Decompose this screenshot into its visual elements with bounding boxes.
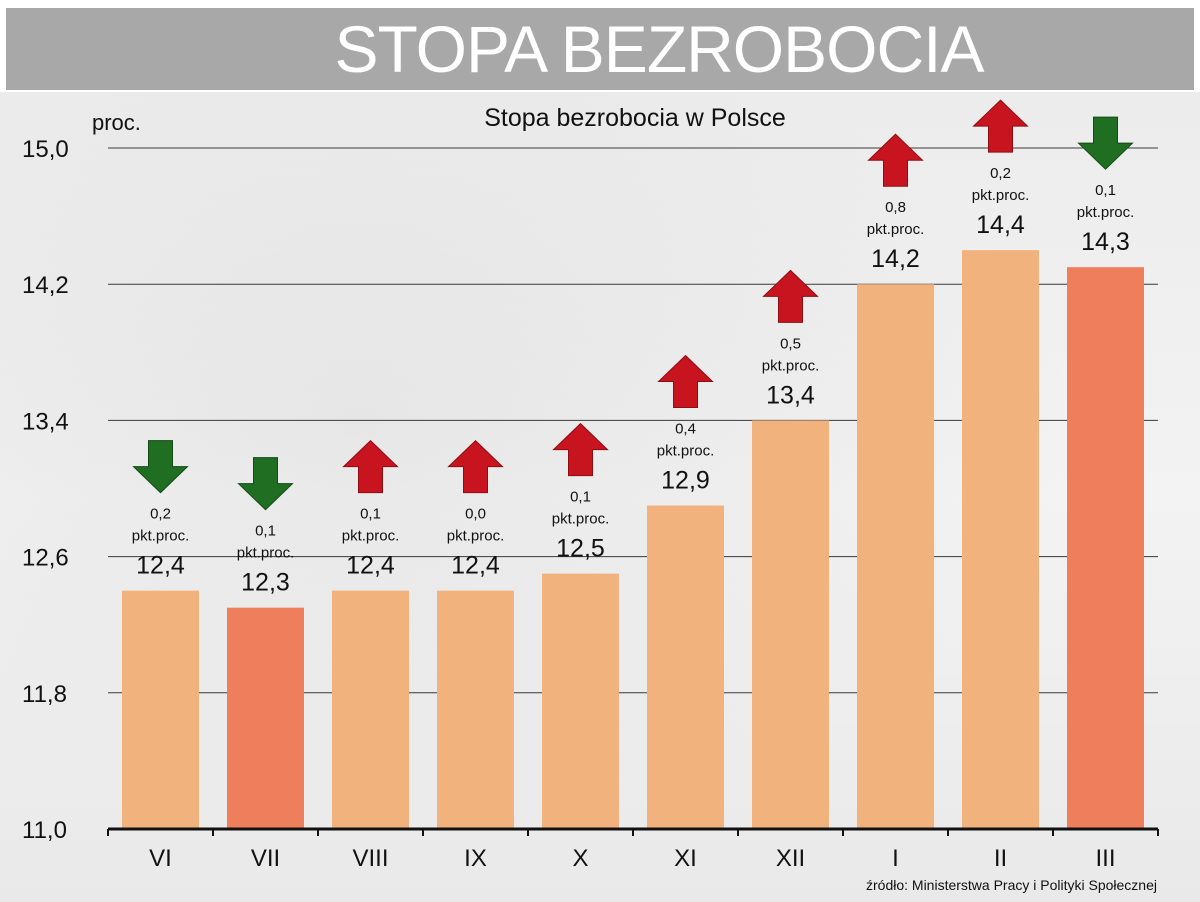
bar [1067, 267, 1144, 829]
bar [542, 573, 619, 829]
y-tick-label: 15,0 [22, 136, 69, 163]
bar [122, 590, 199, 829]
bar [647, 505, 724, 829]
change-amount-label: 0,0 [465, 506, 486, 523]
change-unit-label: pkt.proc. [447, 528, 505, 545]
data-label: 12,4 [451, 552, 500, 580]
change-amount-label: 0,1 [255, 523, 276, 540]
change-unit-label: pkt.proc. [552, 511, 610, 528]
bar [437, 590, 514, 829]
data-label: 12,3 [241, 569, 290, 597]
x-tick-label: X [572, 845, 588, 872]
arrow-down-icon [132, 440, 189, 494]
change-amount-label: 0,1 [360, 506, 381, 523]
title-banner: STOPA BEZROBOCIA [6, 8, 1194, 90]
change-amount-label: 0,1 [1095, 182, 1116, 199]
y-axis-unit-label: proc. [92, 110, 141, 135]
change-amount-label: 0,4 [675, 421, 696, 438]
data-label: 14,2 [871, 245, 920, 273]
change-amount-label: 0,8 [885, 199, 906, 216]
change-unit-label: pkt.proc. [237, 545, 295, 562]
y-tick-label: 11,8 [22, 681, 67, 708]
x-tick-label: VIII [352, 845, 388, 872]
x-tick-label: III [1095, 845, 1115, 872]
bar [857, 284, 934, 829]
arrow-up-icon [657, 354, 714, 409]
data-label: 14,3 [1081, 228, 1130, 256]
arrow-up-icon [867, 133, 924, 187]
change-amount-label: 0,2 [150, 506, 171, 523]
change-unit-label: pkt.proc. [657, 443, 715, 460]
change-unit-label: pkt.proc. [1077, 204, 1135, 221]
data-label: 12,5 [556, 535, 605, 563]
data-label: 13,4 [766, 381, 815, 409]
x-tick-label: XI [674, 845, 697, 872]
bar [752, 420, 829, 829]
y-tick-label: 14,2 [22, 272, 69, 299]
x-tick-label: II [994, 845, 1007, 872]
y-tick-label: 13,4 [22, 408, 69, 435]
arrow-down-icon [237, 457, 294, 511]
x-tick-label: VII [251, 845, 280, 872]
arrow-up-icon [552, 422, 609, 477]
x-tick-label: I [892, 845, 899, 872]
y-tick-label: 12,6 [22, 545, 69, 572]
change-unit-label: pkt.proc. [132, 528, 190, 545]
x-tick-label: VI [149, 845, 172, 872]
y-tick-label: 11,0 [22, 817, 67, 844]
page-title: STOPA BEZROBOCIA [334, 12, 984, 86]
arrow-up-icon [342, 439, 399, 494]
change-amount-label: 0,1 [570, 489, 591, 506]
x-tick-label: IX [464, 845, 487, 872]
data-label: 12,9 [661, 467, 710, 495]
chart-title: Stopa bezrobocia w Polsce [484, 104, 786, 132]
bar [332, 590, 409, 829]
change-unit-label: pkt.proc. [342, 528, 400, 545]
change-unit-label: pkt.proc. [867, 221, 925, 238]
arrow-down-icon [1077, 116, 1134, 170]
arrow-up-icon [447, 439, 504, 494]
data-label: 12,4 [136, 552, 185, 580]
bar [962, 250, 1039, 829]
change-unit-label: pkt.proc. [972, 187, 1030, 204]
arrow-up-icon [972, 99, 1029, 153]
x-tick-label: XII [776, 845, 805, 872]
arrow-up-icon [762, 269, 819, 323]
bar [227, 607, 304, 829]
change-unit-label: pkt.proc. [762, 357, 820, 374]
change-amount-label: 0,5 [780, 335, 801, 352]
source-note: źródło: Ministerstwa Pracy i Polityki Sp… [866, 877, 1157, 893]
data-label: 12,4 [346, 552, 395, 580]
data-label: 14,4 [976, 211, 1025, 239]
change-amount-label: 0,2 [990, 165, 1011, 182]
